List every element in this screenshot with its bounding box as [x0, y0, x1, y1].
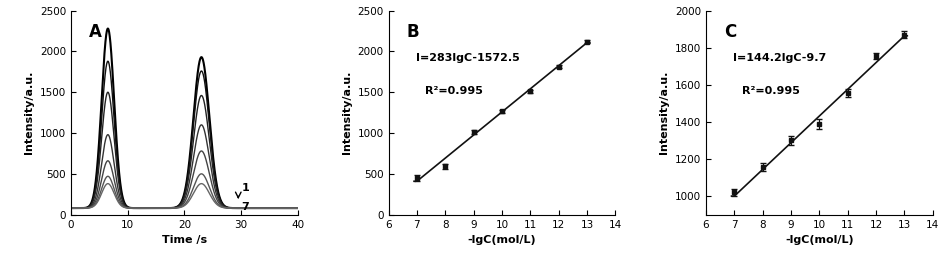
Text: 7: 7: [241, 202, 249, 213]
Text: A: A: [89, 23, 102, 41]
Text: C: C: [724, 23, 737, 41]
Y-axis label: Intensity/a.u.: Intensity/a.u.: [659, 71, 670, 154]
Text: I=144.2lgC-9.7: I=144.2lgC-9.7: [733, 54, 827, 63]
Text: I=283lgC-1572.5: I=283lgC-1572.5: [416, 54, 520, 63]
Y-axis label: Intensity/a.u.: Intensity/a.u.: [342, 71, 352, 154]
Text: R²=0.995: R²=0.995: [742, 86, 800, 96]
Text: B: B: [406, 23, 420, 41]
Text: 1: 1: [241, 183, 249, 193]
X-axis label: Time /s: Time /s: [162, 235, 207, 245]
Text: R²=0.995: R²=0.995: [425, 86, 483, 96]
Y-axis label: Intensity/a.u.: Intensity/a.u.: [25, 71, 34, 154]
X-axis label: -lgC(mol/L): -lgC(mol/L): [468, 235, 536, 245]
X-axis label: -lgC(mol/L): -lgC(mol/L): [785, 235, 853, 245]
